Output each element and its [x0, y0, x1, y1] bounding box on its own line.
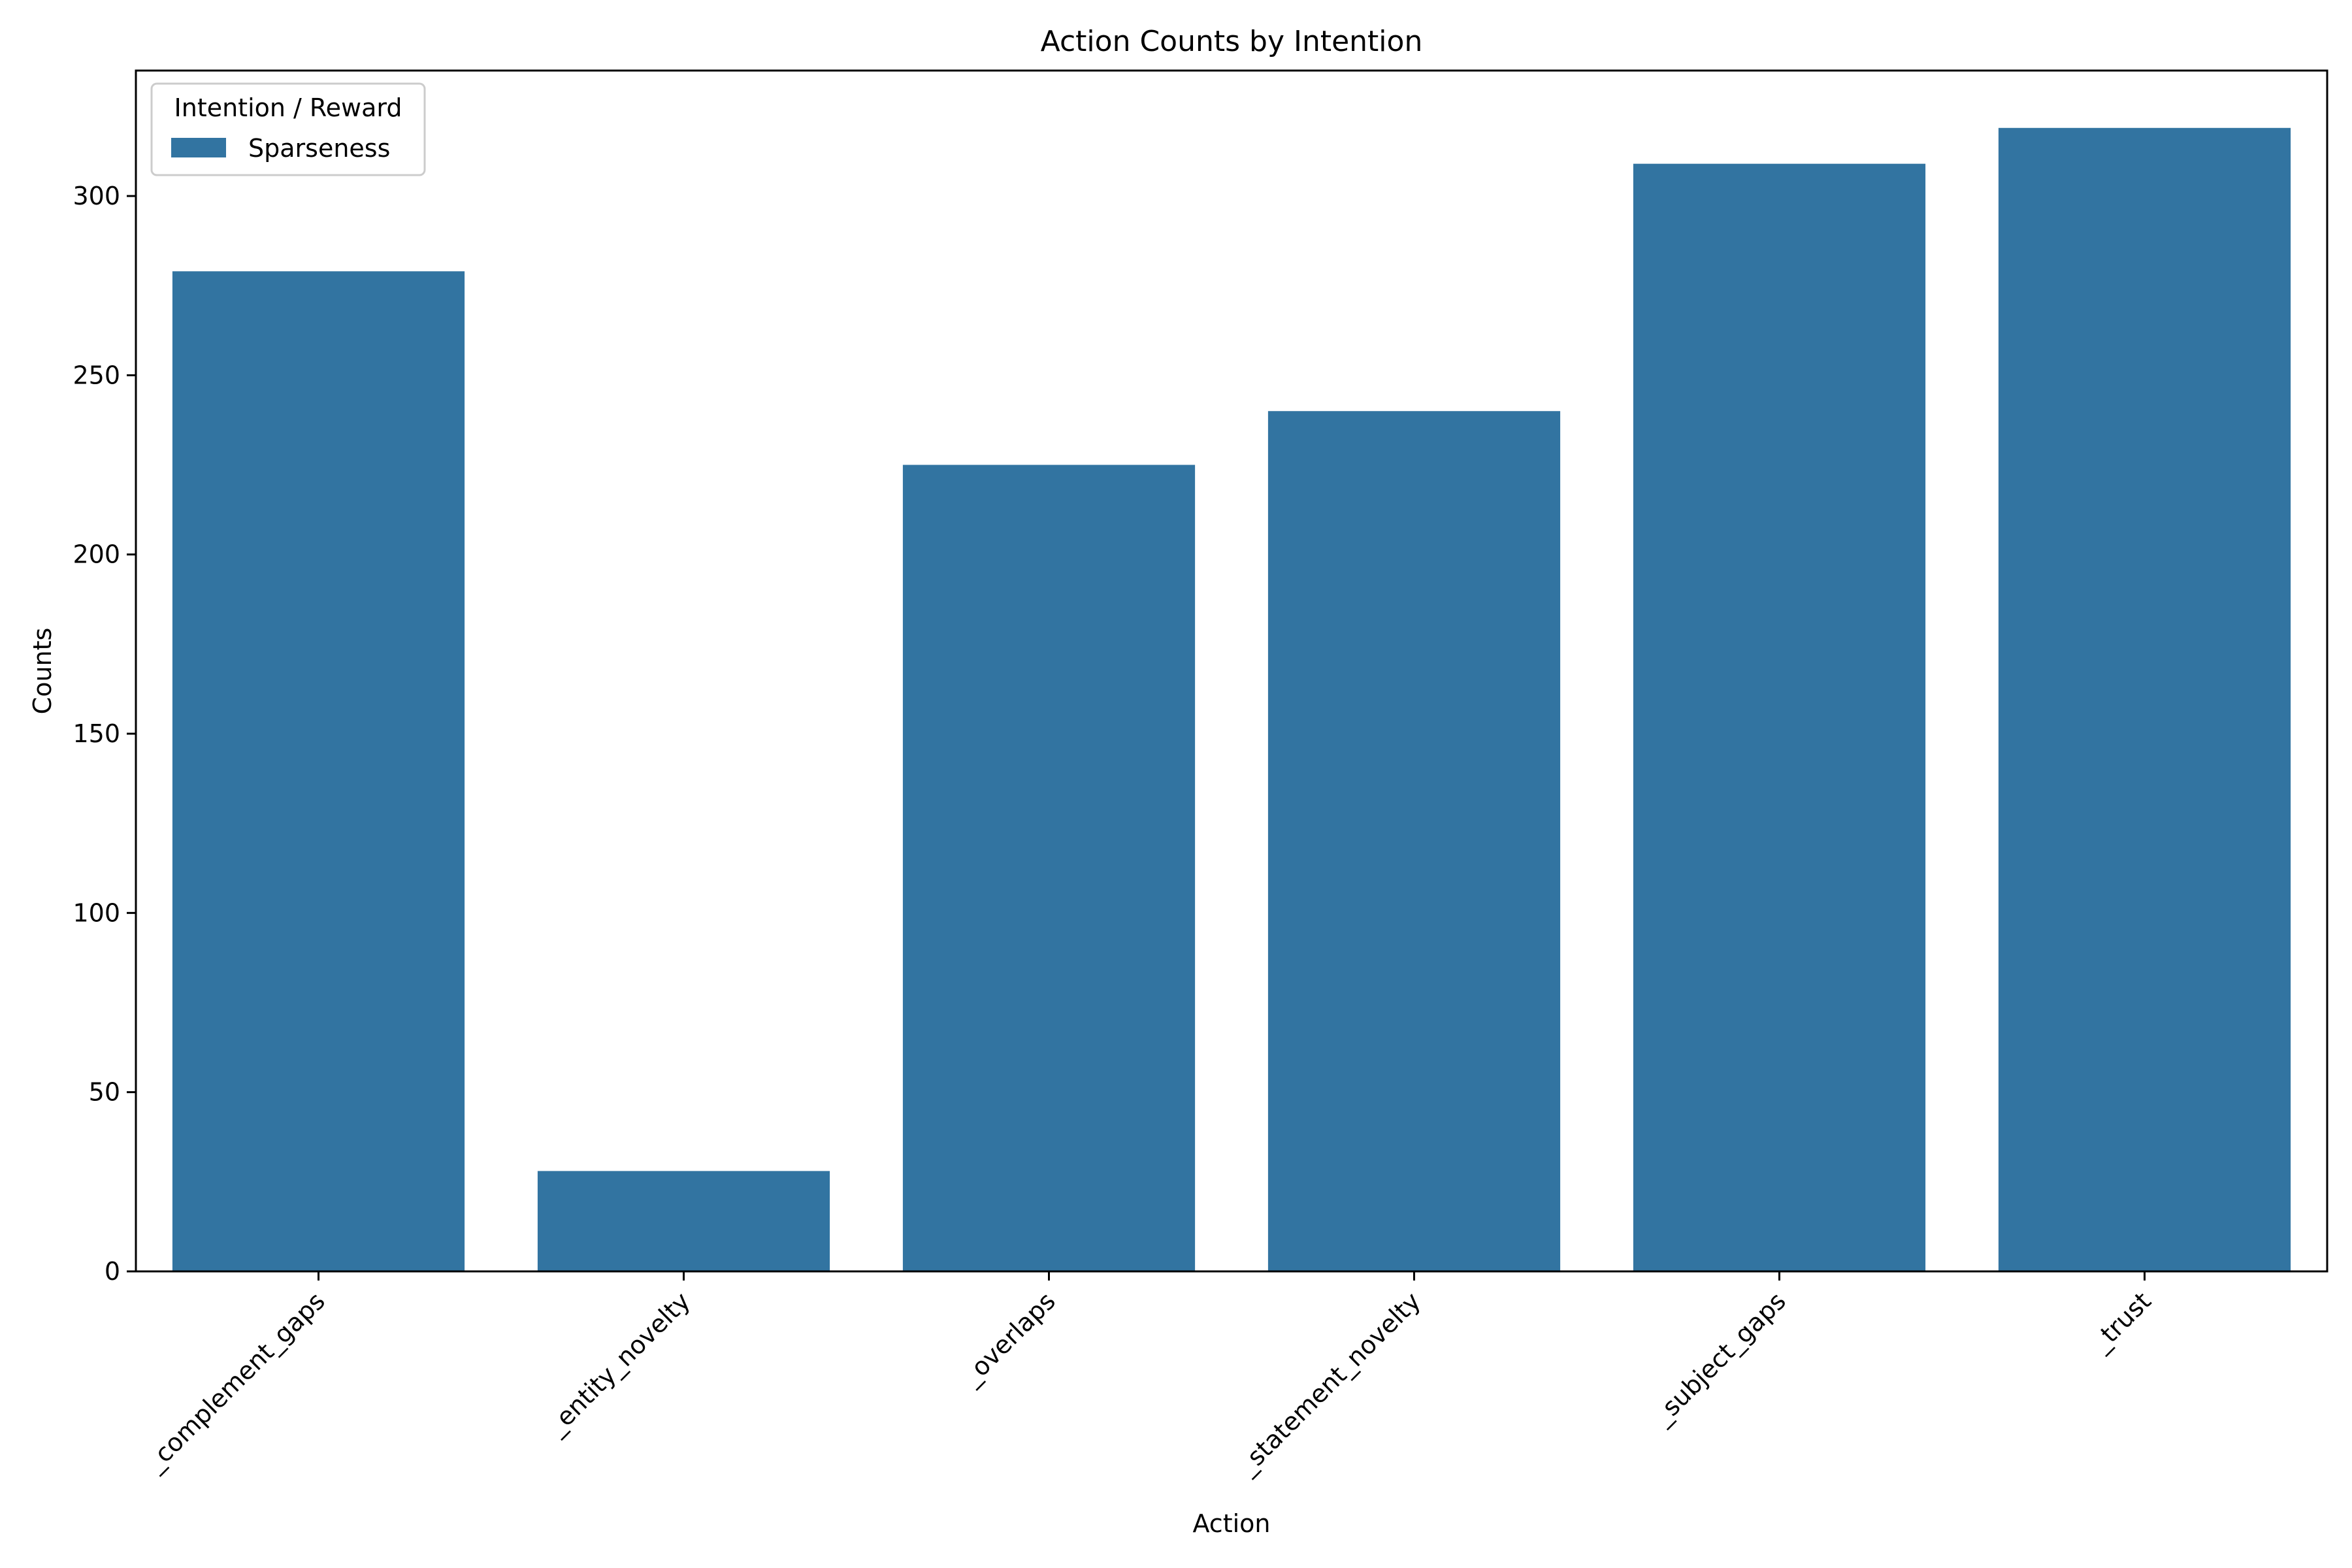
bar-overlaps: [902, 465, 1196, 1271]
y-tick-label: 50: [89, 1078, 120, 1107]
y-tick-label: 300: [73, 182, 120, 210]
bar-entity-novelty: [537, 1171, 830, 1271]
plot-frame: [135, 69, 2328, 1273]
y-tick-label: 250: [73, 361, 120, 389]
x-axis-label: Action: [1192, 1509, 1270, 1538]
bar-statement-novelty: [1267, 411, 1561, 1271]
y-tick-label: 150: [73, 719, 120, 748]
bar-subject-gaps: [1633, 163, 1926, 1271]
legend-label: Sparseness: [248, 134, 390, 163]
legend-swatch: [171, 138, 226, 157]
y-axis-label: Counts: [28, 628, 57, 715]
y-tick-label: 200: [73, 540, 120, 569]
y-tick-label: 100: [73, 898, 120, 927]
y-tick-label: 0: [105, 1257, 120, 1286]
legend-title: Intention / Reward: [174, 93, 402, 122]
legend: Intention / Reward Sparseness: [150, 82, 426, 176]
y-axis: 0 50 100 150 200 250 300: [73, 182, 136, 1286]
bar-complement-gaps: [172, 271, 465, 1271]
chart-title: Action Counts by Intention: [1041, 25, 1423, 58]
bar-trust: [1998, 127, 2291, 1272]
bars-group: [172, 127, 2291, 1272]
